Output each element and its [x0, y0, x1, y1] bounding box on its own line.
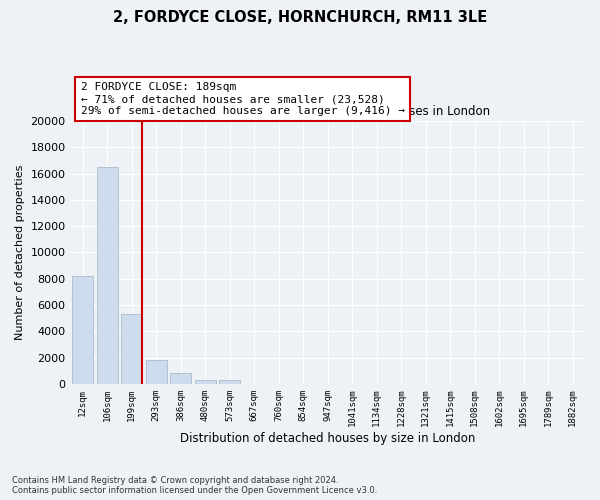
Y-axis label: Number of detached properties: Number of detached properties: [15, 164, 25, 340]
Bar: [73, 276, 93, 384]
Bar: [170, 374, 191, 384]
Text: Contains HM Land Registry data © Crown copyright and database right 2024.
Contai: Contains HM Land Registry data © Crown c…: [12, 476, 377, 495]
Bar: [220, 380, 240, 384]
Text: 2, FORDYCE CLOSE, HORNCHURCH, RM11 3LE: 2, FORDYCE CLOSE, HORNCHURCH, RM11 3LE: [113, 10, 487, 25]
Bar: [195, 380, 215, 384]
Bar: [97, 167, 118, 384]
Title: Size of property relative to detached houses in London: Size of property relative to detached ho…: [166, 106, 490, 118]
Text: 2 FORDYCE CLOSE: 189sqm
← 71% of detached houses are smaller (23,528)
29% of sem: 2 FORDYCE CLOSE: 189sqm ← 71% of detache…: [81, 82, 405, 116]
Bar: [121, 314, 142, 384]
Bar: [146, 360, 167, 384]
X-axis label: Distribution of detached houses by size in London: Distribution of detached houses by size …: [180, 432, 475, 445]
